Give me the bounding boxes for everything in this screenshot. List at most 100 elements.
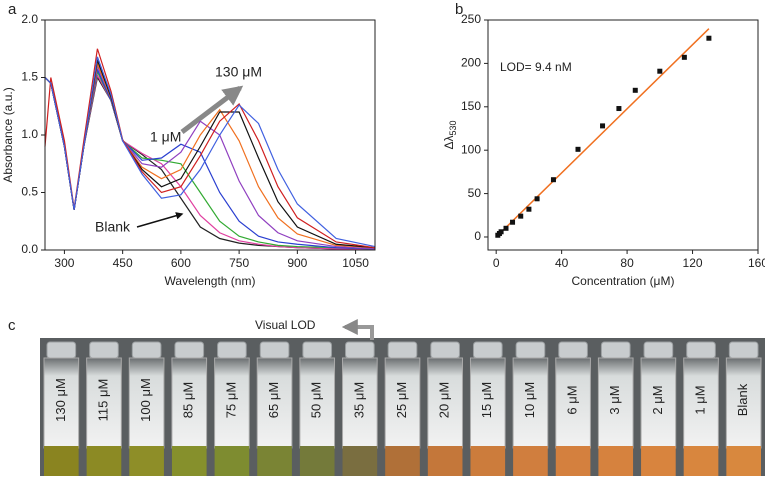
- photo: 130 μM 115 μM 100 μM 85 μM 75 μM 65 μM 50 μM 35…: [40, 338, 765, 476]
- point: [510, 219, 516, 225]
- vial-body: [469, 357, 506, 449]
- y-tick-label: 1.0: [21, 127, 38, 141]
- vial-cap: [259, 341, 290, 359]
- vial-cap: [430, 341, 460, 359]
- point: [600, 123, 606, 129]
- vial-label: 3 μM: [607, 385, 622, 414]
- y-axis-label-main: Δλ: [442, 136, 456, 150]
- y-tick-label: 50: [468, 186, 482, 200]
- y-tick-label: 150: [461, 99, 481, 113]
- vial-cap: [558, 341, 588, 359]
- fit-line: [495, 28, 710, 238]
- arrow: [341, 319, 374, 340]
- vial-liquid: [44, 446, 79, 476]
- point: [498, 229, 504, 235]
- arrow: [180, 85, 244, 134]
- x-axis-label: Concentration (μM): [572, 274, 675, 288]
- annotation: Blank: [95, 219, 131, 235]
- point: [632, 87, 638, 93]
- vial-body: [427, 357, 463, 449]
- vial-label: 75 μM: [223, 382, 238, 418]
- y-tick-label: 2.0: [21, 12, 38, 26]
- vial-cap: [686, 341, 716, 359]
- point: [518, 213, 524, 219]
- y-tick-label: 200: [461, 56, 481, 70]
- x-tick-label: 300: [54, 256, 74, 270]
- vial-cap: [515, 341, 546, 359]
- plot-frame: [44, 19, 376, 251]
- point: [503, 225, 509, 231]
- vial-cap: [600, 341, 631, 359]
- vial-cap: [643, 341, 674, 359]
- vial-liquid: [726, 446, 761, 476]
- vial-liquid: [427, 446, 463, 476]
- x-tick-label: 160: [748, 256, 765, 270]
- vial-cap: [302, 341, 333, 359]
- x-axis-label: Wavelength (nm): [165, 274, 256, 288]
- vial-body: [512, 357, 549, 449]
- point: [526, 206, 532, 212]
- vial-liquid: [385, 446, 420, 476]
- x-tick-label: 80: [620, 256, 634, 270]
- vial-liquid: [470, 446, 506, 476]
- vial-liquid: [555, 446, 591, 476]
- vial-label: 6 μM: [565, 385, 580, 414]
- x-tick-label: 450: [113, 256, 133, 270]
- vial-label: 100 μM: [138, 378, 153, 422]
- point: [681, 54, 687, 60]
- vial-body: [86, 357, 122, 449]
- plot-frame: [487, 19, 759, 251]
- y-tick-label: 0.5: [21, 185, 38, 199]
- annotation: LOD= 9.4 nM: [500, 60, 572, 74]
- vial-body: [43, 357, 80, 449]
- point: [575, 146, 581, 152]
- vial-cap: [472, 341, 503, 359]
- vial-label: 85 μM: [181, 382, 196, 418]
- vial-liquid: [257, 446, 292, 476]
- vial-liquid: [641, 446, 676, 476]
- y-tick-label: 0.0: [21, 242, 38, 256]
- vial-label: 10 μM: [522, 382, 537, 418]
- vial-label: 20 μM: [437, 382, 452, 418]
- vial-liquid: [299, 446, 335, 476]
- vial-label: 50 μM: [309, 382, 324, 418]
- vial-cap: [174, 341, 205, 359]
- vial-label: 115 μM: [95, 379, 110, 422]
- panel-label: b: [455, 1, 463, 18]
- y-axis-label-sub: 530: [448, 120, 458, 135]
- x-tick-label: 0: [493, 256, 500, 270]
- panel-label: c: [8, 317, 16, 334]
- vial-body: [384, 357, 421, 449]
- vial-label: 25 μM: [394, 382, 409, 418]
- point: [550, 177, 556, 183]
- vial-liquid: [129, 446, 164, 476]
- point: [706, 35, 712, 41]
- vial-label: 65 μM: [266, 382, 281, 418]
- vial-body: [555, 357, 591, 449]
- y-tick-label: 1.5: [21, 70, 38, 84]
- vial-cap: [46, 341, 77, 359]
- x-tick-label: 1050: [342, 256, 369, 270]
- y-axis-label: Absorbance (a.u.): [1, 87, 15, 182]
- vial-cap: [131, 341, 162, 359]
- x-tick-label: 120: [683, 256, 703, 270]
- y-tick-label: 250: [461, 12, 481, 26]
- vial-liquid: [214, 446, 250, 476]
- vial-liquid: [171, 446, 207, 476]
- y-tick-label: 0: [474, 229, 481, 243]
- vial-label: 2 μM: [650, 385, 665, 414]
- vial-cap: [387, 341, 418, 359]
- vial-liquid: [86, 446, 122, 476]
- vial-liquid: [598, 446, 634, 476]
- x-tick-label: 600: [171, 256, 191, 270]
- vial-cap: [345, 341, 375, 359]
- vial-label: Blank: [735, 383, 750, 416]
- point: [616, 106, 622, 112]
- vial-liquid: [513, 446, 548, 476]
- vial-label: 35 μM: [351, 382, 366, 418]
- vial-liquid: [683, 446, 719, 476]
- vial-body: [171, 357, 208, 449]
- x-tick-label: 750: [229, 256, 249, 270]
- vial-cap: [89, 341, 119, 359]
